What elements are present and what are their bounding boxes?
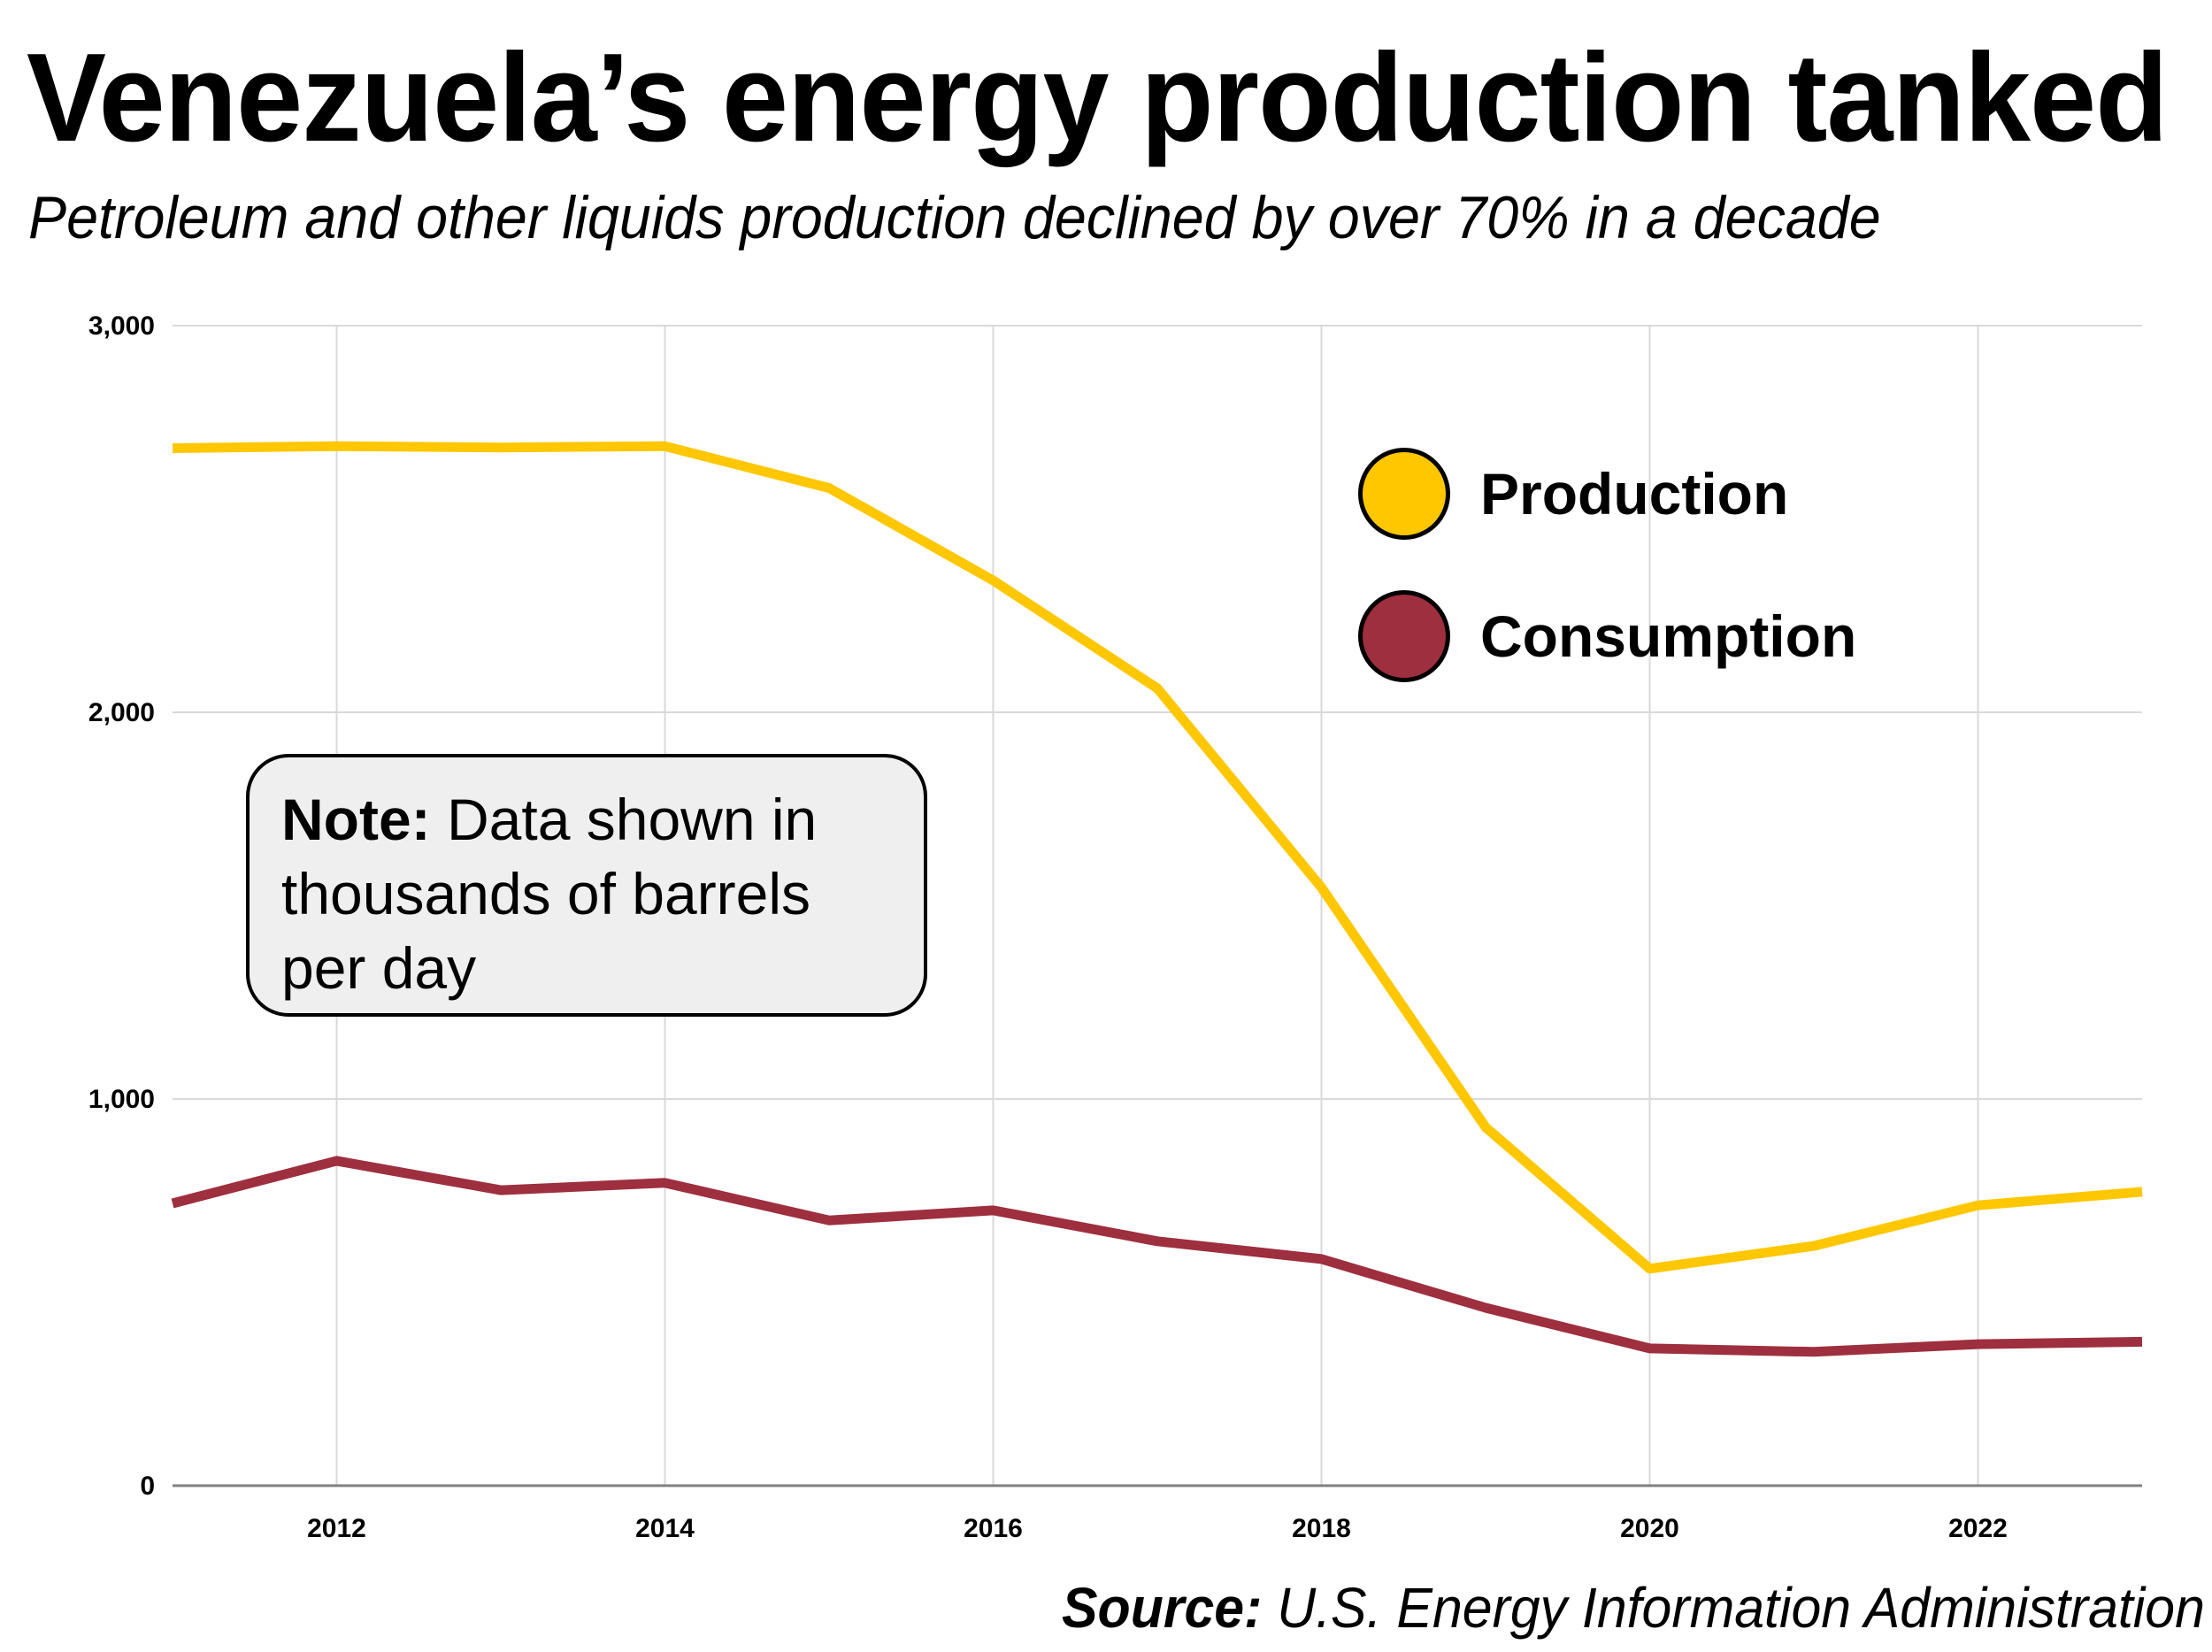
legend-item-consumption: Consumption — [1358, 590, 1856, 682]
y-tick-label: 0 — [140, 1471, 155, 1501]
y-tick-label: 3,000 — [88, 311, 155, 341]
legend-item-production: Production — [1358, 448, 1788, 540]
y-tick-label: 1,000 — [88, 1085, 155, 1114]
x-tick-label: 2022 — [1948, 1514, 2008, 1543]
x-tick-label: 2016 — [964, 1514, 1023, 1543]
x-tick-label: 2020 — [1620, 1514, 1679, 1543]
legend-swatch-consumption — [1358, 590, 1450, 682]
legend-label-production: Production — [1480, 461, 1789, 526]
source-label: Source: — [1062, 1576, 1263, 1640]
note-label: Note: — [281, 787, 431, 852]
x-tick-label: 2018 — [1292, 1514, 1351, 1543]
tick-labels: 0 1,000 2,000 3,000 2012 2014 2016 2018 2020 2022 — [88, 311, 2008, 1543]
note-annotation: Note: Data shown in thousands of barrels… — [246, 754, 927, 1017]
source-body: U.S. Energy Information Administration — [1262, 1576, 2205, 1640]
y-tick-label: 2,000 — [88, 698, 155, 727]
series-lines — [171, 441, 2143, 1357]
note-text: Note: Data shown in thousands of barrels… — [281, 782, 892, 1005]
note-body: Data shown in thousands of barrels per d… — [281, 787, 818, 1001]
chart-title: Venezuela’s energy production tanked — [27, 27, 2169, 168]
x-tick-label: 2012 — [307, 1514, 366, 1543]
source-credit: Source: U.S. Energy Information Administ… — [1062, 1579, 2205, 1636]
series-line-consumption — [171, 1156, 2143, 1357]
x-tick-label: 2014 — [635, 1514, 695, 1543]
chart-subtitle: Petroleum and other liquids production d… — [28, 184, 1881, 251]
legend-label-consumption: Consumption — [1480, 603, 1857, 669]
series-line-production — [172, 441, 2143, 1274]
legend-swatch-production — [1358, 448, 1450, 540]
